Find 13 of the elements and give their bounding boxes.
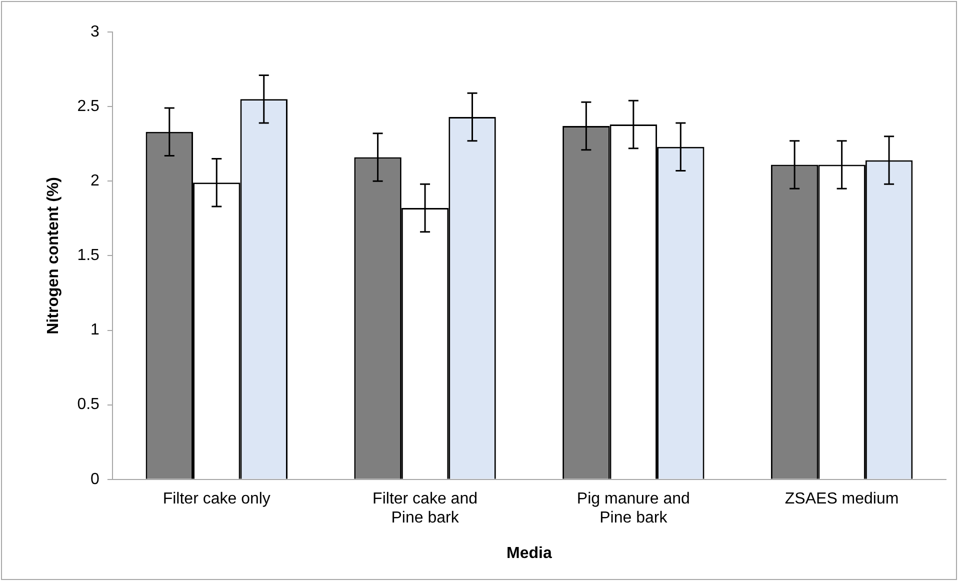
y-tick-label: 1 — [90, 322, 100, 339]
y-tick-label: 2.5 — [77, 98, 100, 115]
x-tick-label: ZSAES medium — [784, 490, 899, 508]
y-tick-label: 1.5 — [77, 247, 100, 264]
x-tick-label: Pig manure and Pine bark — [576, 490, 690, 527]
y-tick-label: 0 — [90, 470, 100, 488]
y-tick-label: 2 — [90, 172, 100, 190]
y-tick-label: 3 — [90, 23, 100, 40]
x-axis-title: Media — [506, 544, 552, 562]
x-tick-label: Filter cake only — [162, 490, 270, 508]
y-axis-title: Nitrogen content (%) — [45, 177, 62, 334]
y-tick-label: 0.5 — [77, 396, 100, 414]
x-tick-label: Filter cake and Pine bark — [372, 490, 478, 527]
